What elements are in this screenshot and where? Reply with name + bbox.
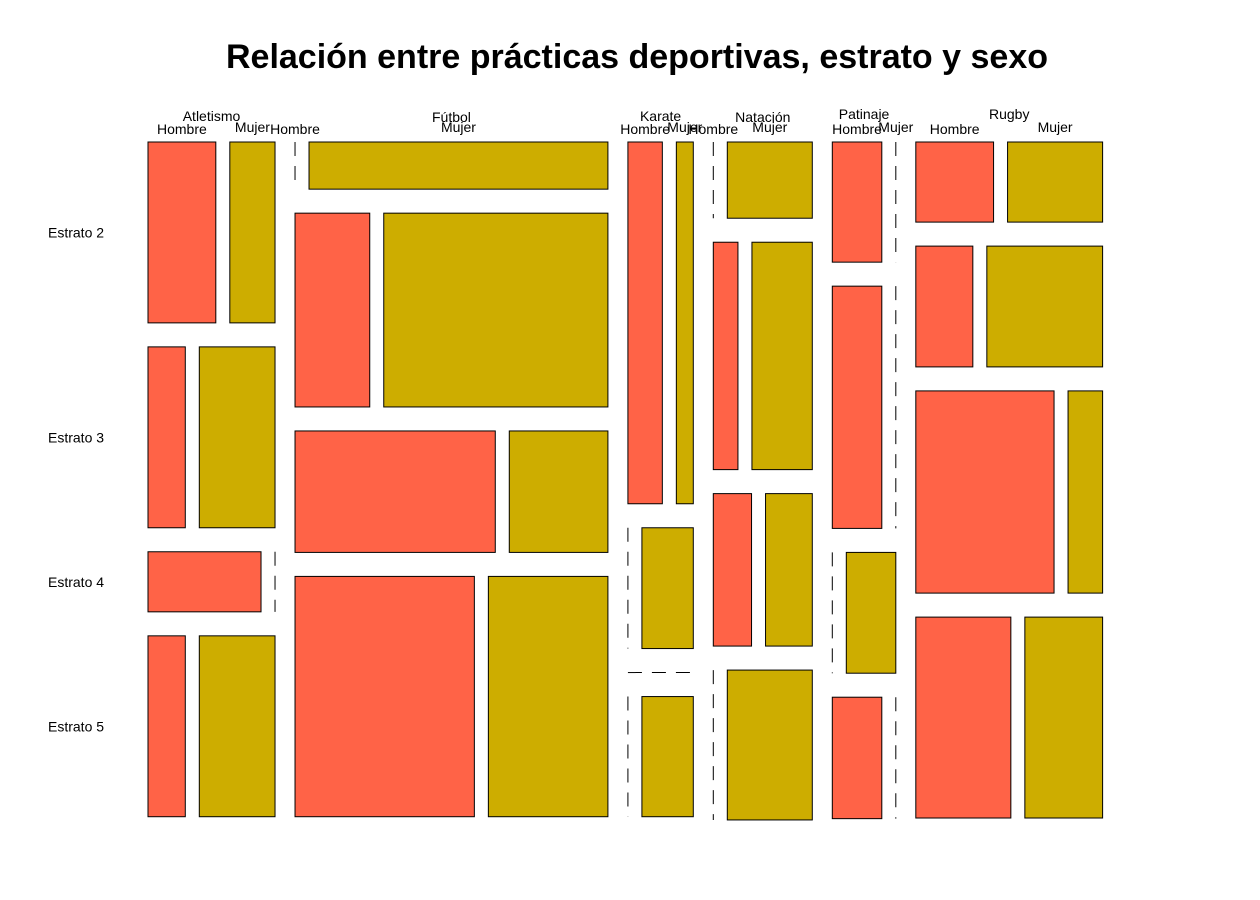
chart-title: Relación entre prácticas deportivas, est… — [226, 38, 1048, 76]
tile-atletismo-estrato-3-hombre — [147, 346, 186, 529]
sex-label-natacion-mujer: Mujer — [752, 119, 787, 135]
tile-futbol-estrato-4-mujer — [508, 430, 609, 553]
sex-label-futbol-hombre: Hombre — [270, 121, 320, 137]
tile-futbol-estrato-4-hombre — [294, 430, 496, 553]
stratum-label-estrato-4: Estrato 4 — [48, 574, 104, 590]
tile-rugby-estrato-4-hombre — [915, 390, 1055, 594]
tile-patinaje-estrato-5-hombre — [831, 696, 883, 820]
tile-atletismo-estrato-5-hombre — [147, 635, 186, 818]
stratum-label-estrato-3: Estrato 3 — [48, 429, 104, 445]
tile-karate-estrato-2-hombre — [627, 141, 663, 505]
tile-rugby-estrato-4-mujer — [1067, 390, 1104, 594]
tile-atletismo-estrato-3-mujer — [198, 346, 276, 529]
sport-label-natacion: Natación — [735, 109, 790, 125]
mosaic-tiles — [147, 141, 1104, 821]
sex-label-futbol-mujer: Mujer — [441, 119, 476, 135]
sex-label-patinaje-hombre: Hombre — [832, 121, 882, 137]
tile-futbol-estrato-5-mujer — [487, 575, 609, 818]
tile-rugby-estrato-5-mujer — [1024, 616, 1104, 819]
tile-futbol-estrato-3-mujer — [383, 212, 609, 408]
sex-label-natacion-hombre: Hombre — [688, 121, 738, 137]
sex-label-rugby-hombre: Hombre — [930, 121, 980, 137]
tile-atletismo-estrato-2-mujer — [229, 141, 276, 324]
tile-futbol-estrato-2-mujer — [308, 141, 609, 190]
tile-natacion-estrato-5-mujer — [726, 669, 813, 821]
tile-atletismo-estrato-2-hombre — [147, 141, 217, 324]
tile-natacion-estrato-3-hombre — [712, 241, 739, 471]
mosaic-labels: Estrato 2 Estrato 3 Estrato 4 Estrato 5 Atle… — [48, 106, 1073, 734]
tile-futbol-estrato-5-hombre — [294, 575, 475, 818]
sex-label-atletismo-mujer: Mujer — [235, 119, 270, 135]
tile-rugby-estrato-2-mujer — [1007, 141, 1104, 223]
tile-rugby-estrato-3-hombre — [915, 245, 974, 368]
stratum-label-estrato-5: Estrato 5 — [48, 718, 104, 734]
tile-patinaje-estrato-3-hombre — [831, 285, 883, 529]
tile-rugby-estrato-3-mujer — [986, 245, 1104, 368]
sex-label-patinaje-mujer: Mujer — [878, 119, 913, 135]
sport-label-atletismo: Atletismo — [183, 108, 241, 124]
tile-rugby-estrato-2-hombre — [915, 141, 995, 223]
stratum-label-estrato-2: Estrato 2 — [48, 224, 104, 240]
tile-karate-estrato-3-mujer — [641, 527, 694, 650]
tile-patinaje-estrato-2-hombre — [831, 141, 883, 263]
sport-label-rugby: Rugby — [989, 106, 1029, 122]
tile-natacion-estrato-2-mujer — [726, 141, 813, 219]
sport-label-futbol: Fútbol — [432, 109, 471, 125]
sport-label-karate: Karate — [640, 108, 681, 124]
tile-natacion-estrato-4-mujer — [765, 493, 813, 647]
tile-rugby-estrato-5-hombre — [915, 616, 1012, 819]
tile-karate-estrato-5-mujer — [641, 696, 694, 818]
tile-futbol-estrato-3-hombre — [294, 212, 371, 408]
tile-natacion-estrato-4-hombre — [712, 493, 753, 647]
sport-label-patinaje: Patinaje — [839, 106, 890, 122]
tile-karate-estrato-2-mujer — [675, 141, 694, 505]
sex-label-karate-mujer: Mujer — [667, 119, 702, 135]
sex-label-rugby-mujer: Mujer — [1038, 119, 1073, 135]
tile-atletismo-estrato-4-hombre — [147, 551, 262, 613]
tile-patinaje-estrato-4-mujer — [845, 551, 897, 674]
tile-atletismo-estrato-5-mujer — [198, 635, 276, 818]
sex-label-atletismo-hombre: Hombre — [157, 121, 207, 137]
sex-label-karate-hombre: Hombre — [620, 121, 670, 137]
tile-natacion-estrato-3-mujer — [751, 241, 813, 471]
